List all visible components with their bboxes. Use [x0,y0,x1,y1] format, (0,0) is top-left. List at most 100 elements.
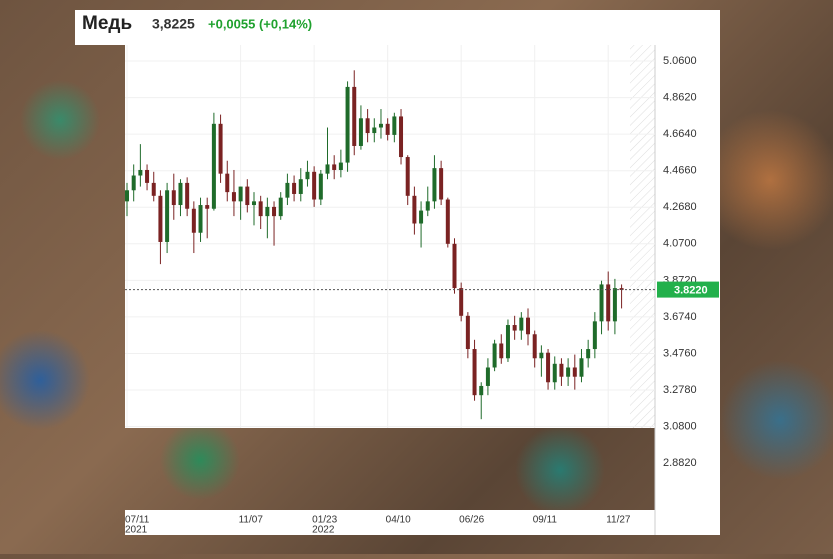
candle-body [526,317,531,335]
candle-body [358,118,363,146]
candle-body [251,201,256,206]
y-tick-label: 4.0700 [663,238,697,250]
candle-body [378,123,383,128]
candle-body [265,206,270,217]
y-tick-label: 4.2680 [663,201,697,213]
y-tick-label: 4.4660 [663,165,697,177]
candle-body [278,197,283,217]
candle-body [285,182,290,198]
candle-body [225,173,230,193]
candle-body [505,325,510,359]
candle-body [546,352,551,383]
candle-body [211,123,216,209]
candle-body [572,367,577,377]
x-tick-label: 06/26 [459,515,484,526]
candle-body [231,192,236,202]
candle-body [566,367,571,377]
candle-body [399,116,404,158]
x-tick-sublabel: 2021 [125,525,148,536]
y-tick-label: 4.8620 [663,92,697,104]
candle-body [519,317,524,331]
candle-body [325,164,330,174]
y-tick-label: 3.2780 [663,384,697,396]
candle-body [292,182,297,194]
candle-body [318,173,323,200]
candle-body [599,284,604,322]
candle-body [365,118,370,134]
x-tick-label: 01/23 [312,515,337,526]
candle-body [592,321,597,350]
y-tick-label: 3.4760 [663,347,697,359]
candle-body [131,175,136,191]
instrument-name: Медь [82,13,132,34]
y-tick-label: 3.0800 [663,420,697,432]
candle-body [178,182,183,206]
candle-body [298,179,303,194]
candle-body [452,243,457,289]
candle-body [238,186,243,202]
candle-body [392,116,397,135]
candle-body [405,157,410,196]
future-area [630,45,655,428]
candle-body [245,186,250,206]
candle-body [372,127,377,134]
candle-body [191,208,196,233]
candle-body [352,86,357,146]
candle-body [612,288,617,322]
candle-body [338,162,343,170]
y-tick-label: 3.6740 [663,311,697,323]
candle-body [479,385,484,396]
candle-body [158,195,163,242]
candle-body [258,201,263,217]
y-tick-label: 4.6640 [663,128,697,140]
candle-body [138,169,143,176]
plot-area [125,45,655,428]
y-tick-label: 5.0600 [663,55,697,67]
candle-body [305,171,310,180]
candle-body [512,325,517,331]
candle-body [151,182,156,196]
x-tick-label: 09/11 [533,515,558,526]
candle-body [171,190,176,206]
candle-body [205,205,210,209]
x-tick-label: 11/27 [606,515,631,526]
price: 3,8225 [152,16,195,32]
candle-body [579,358,584,377]
current-price-box [657,281,719,298]
x-tick-label: 04/10 [386,515,411,526]
candle-body [419,210,424,224]
candle-body [439,168,444,200]
x-tick-label: 07/11 [125,515,150,526]
candle-body [185,182,190,209]
x-tick-sublabel: 2022 [312,525,335,536]
price-change: +0,0055 (+0,14%) [208,16,312,31]
candle-body [552,363,557,383]
candle-body [499,343,504,359]
candle-body [459,288,464,316]
candle-body [532,334,537,359]
candle-body [492,343,497,368]
current-price-label: 3.8220 [674,284,708,296]
candle-body [619,288,624,290]
candle-body [125,190,130,202]
y-tick-label: 2.8820 [663,457,697,469]
candle-body [559,363,564,377]
candle-body [312,171,317,200]
candle-body [332,164,337,170]
candle-body [425,201,430,211]
candle-body [539,352,544,359]
candle-body [412,195,417,224]
candle-body [586,349,591,359]
candle-body [218,123,223,174]
candle-body [345,86,350,163]
candle-body [385,123,390,135]
candle-body [198,205,203,233]
candle-body [606,284,611,322]
candle-body [485,367,490,386]
candle-body [165,190,170,242]
candle-body [472,349,477,396]
candle-body [272,206,277,217]
candle-body [145,169,150,183]
x-axis-panel [125,510,720,535]
